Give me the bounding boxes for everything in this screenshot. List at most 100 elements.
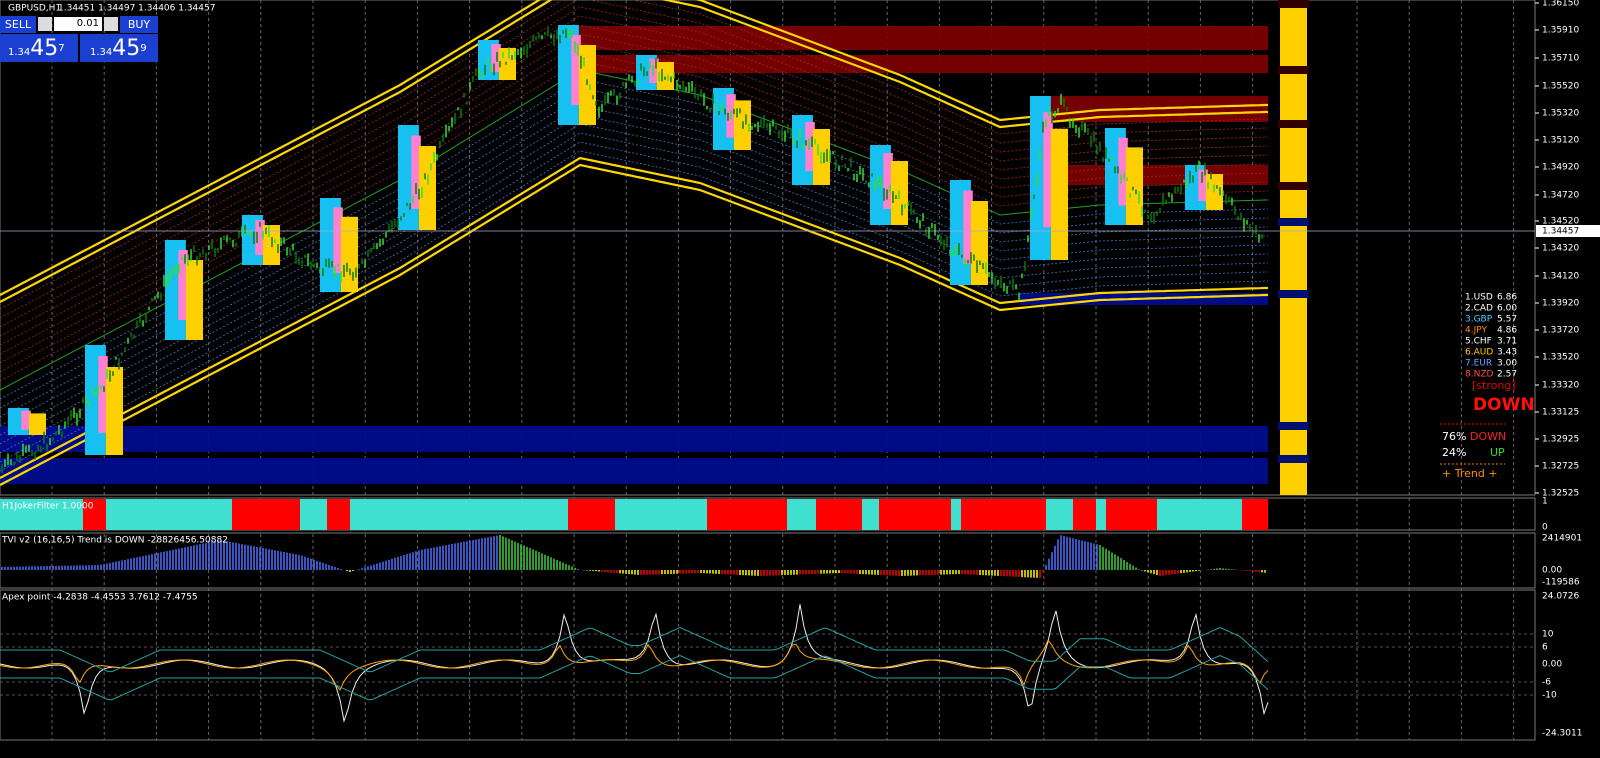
filter-bar (1073, 499, 1096, 530)
filter-bar (615, 499, 707, 530)
filter-bar (232, 499, 300, 530)
box (98, 356, 108, 433)
price-label: 1.35120 (1542, 136, 1579, 146)
apex-axis: 24.0726 (1542, 592, 1579, 602)
filter-bar (879, 499, 951, 530)
price-label: 1.33920 (1542, 299, 1579, 309)
filter-label: H1JokerFilter 1.0000 (2, 502, 94, 512)
price-label: 1.35710 (1542, 54, 1579, 64)
filter-bar (106, 499, 232, 530)
currency: 4.JPY (1465, 326, 1487, 336)
filter-bar (0, 499, 83, 530)
price-pips: 45 (112, 35, 141, 61)
ohlc: 1.34451 1.34497 1.34406 1.34457 (58, 4, 215, 14)
lot-down[interactable] (38, 17, 52, 31)
sell-price[interactable]: 1.34 45 7 (0, 34, 78, 62)
signal-mark (1278, 218, 1309, 226)
zone (0, 426, 1268, 452)
filter-bar (1157, 499, 1242, 530)
box (105, 367, 123, 455)
price-label: 1.36150 (1542, 0, 1579, 9)
price-label: 1.33125 (1542, 408, 1579, 418)
signal-mark (1278, 422, 1309, 430)
currency: 1.USD (1465, 293, 1493, 303)
box (1118, 137, 1128, 206)
envelope (0, 0, 1268, 296)
band-lower (0, 123, 1268, 445)
lot-input[interactable]: 0.01 (54, 17, 102, 31)
box (28, 413, 46, 435)
filter-axis: 0 (1542, 523, 1548, 533)
currency: 6.AUD (1465, 348, 1493, 358)
box (255, 220, 265, 255)
signal-mark (1278, 182, 1309, 190)
strength-value: 3.43 (1497, 348, 1517, 358)
price-label: 1.34920 (1542, 163, 1579, 173)
apex-axis: -24.3011 (1542, 729, 1582, 739)
filter-bar (816, 499, 862, 530)
buy-price[interactable]: 1.34 45 9 (80, 34, 158, 62)
strength-value: 2.57 (1497, 370, 1517, 380)
band-lower (0, 132, 1268, 454)
zone (0, 458, 1268, 484)
signal-mark (1278, 120, 1309, 128)
apex-axis: -10 (1542, 691, 1557, 701)
zone (560, 26, 1268, 50)
band-upper (0, 0, 1268, 310)
filter-bar (1106, 499, 1157, 530)
box (649, 58, 659, 83)
trend-label: + Trend + (1442, 467, 1498, 480)
box (571, 35, 581, 105)
apex-axis: 0.00 (1542, 660, 1562, 670)
currency: 5.CHF (1465, 337, 1492, 347)
apex-cyan (0, 654, 1269, 701)
filter-bar (951, 499, 961, 530)
price-label: 1.34320 (1542, 244, 1579, 254)
box (491, 44, 501, 72)
lot-up[interactable] (104, 17, 118, 31)
strength-value: 3.71 (1497, 337, 1517, 347)
envelope (0, 0, 1268, 303)
envelope (0, 163, 1268, 486)
trade-panel: SELL 0.01 BUY 1.34 45 7 1.34 45 9 (0, 16, 158, 62)
filter-bar (1096, 499, 1106, 530)
symbol: GBPUSD,H1 (8, 4, 61, 14)
filter-bar (327, 499, 350, 530)
box (1198, 169, 1208, 201)
currency: 3.GBP (1465, 315, 1493, 325)
price-label: 1.33720 (1542, 326, 1579, 336)
signal-strength: [strong] (1472, 379, 1516, 392)
filter-bar (787, 499, 816, 530)
apex-axis: 6 (1542, 643, 1548, 653)
signal-bar (1280, 6, 1307, 495)
price-label: 1.35910 (1542, 26, 1579, 36)
box (411, 135, 421, 209)
strength-value: 3.00 (1497, 359, 1517, 369)
tvi-axis: 2414901 (1542, 534, 1582, 544)
sell-button[interactable]: SELL (0, 16, 36, 33)
panel-frame (0, 589, 1536, 741)
price-pips: 45 (30, 35, 59, 61)
strength-value: 4.86 (1497, 326, 1517, 336)
price-big: 1.34 (90, 46, 113, 58)
band-lower (0, 150, 1268, 472)
tvi-axis: 0.00 (1542, 566, 1562, 576)
band-lower (0, 78, 1268, 400)
signal-mark (1278, 66, 1309, 74)
price-label: 1.33520 (1542, 353, 1579, 363)
apex-axis: 10 (1542, 630, 1554, 640)
apex-orange (0, 639, 1269, 692)
filter-bar (83, 499, 106, 530)
apex-cyan (0, 626, 1269, 673)
box (1050, 128, 1068, 260)
box (498, 48, 516, 80)
box (1043, 112, 1053, 228)
price-label: 1.35320 (1542, 109, 1579, 119)
up-label: UP (1490, 446, 1505, 459)
filter-bar (1242, 499, 1268, 530)
box (21, 410, 31, 430)
tvi-axis: -119586 (1542, 578, 1580, 588)
filter-bar (568, 499, 615, 530)
buy-button[interactable]: BUY (120, 16, 158, 33)
